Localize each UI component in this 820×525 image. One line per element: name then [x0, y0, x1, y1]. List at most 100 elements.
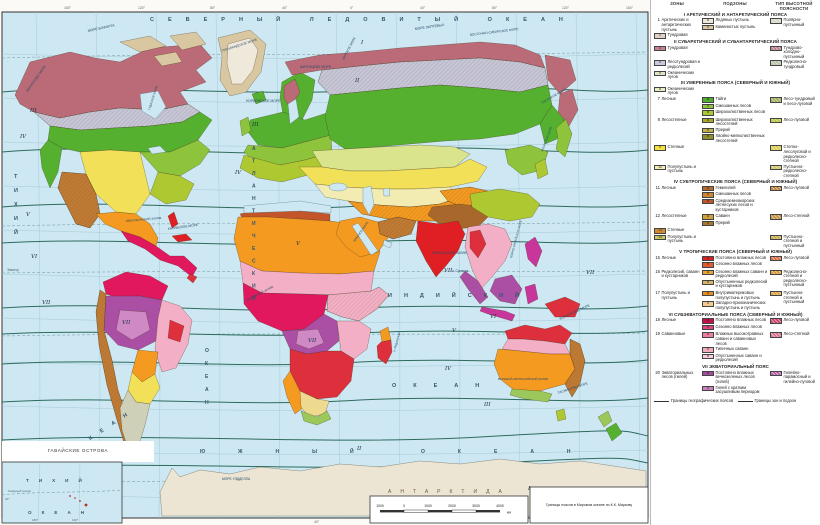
- type-label: Степно-лесолуговой и редколесно-степной: [783, 144, 811, 164]
- subzone-swatch: б: [702, 301, 714, 307]
- zone-number: 8: [657, 116, 660, 122]
- belt-numeral: VII: [308, 338, 317, 344]
- subzone-swatch: а: [702, 370, 714, 377]
- legend-subzone-cell: а Ледяных пустынь б Каменистых пустынь: [702, 18, 768, 31]
- zone-number: 15: [655, 254, 660, 260]
- type-label: Полярно-пустынный: [783, 17, 805, 27]
- zone-swatch: 5: [654, 70, 666, 77]
- subzone-label: Широколиственных лесов: [715, 109, 765, 115]
- zone-label: Саванновые: [661, 331, 686, 337]
- zone-label: Лесные: [661, 317, 677, 323]
- subzone-swatch: а: [702, 18, 714, 24]
- subzone-label: Сезонно влажных лесов: [715, 323, 762, 329]
- inset-pacific-label-2: ОКЕАН: [28, 510, 94, 515]
- legend-header-subzones: ПОДЗОНЫ: [723, 1, 747, 6]
- legend-subzone-cell: а Влажных высокотравных саванн и саваннов…: [702, 332, 768, 363]
- type-swatch: [770, 185, 782, 192]
- legend-belt-title: V ТРОПИЧЕСКИЕ ПОЯСА (СЕВЕРНЫЙ И ЮЖНЫЙ): [679, 248, 792, 254]
- belt-numeral: IV: [444, 366, 452, 372]
- legend-zone-cell: 19 Саванновые: [654, 332, 700, 337]
- belt-numeral: V: [26, 212, 31, 218]
- equator-label: Экватор: [7, 268, 19, 272]
- subzone-label: Влажных высокотравных саванн и саванновы…: [715, 331, 764, 346]
- legend-subzone-row: а Внутриматериковых полупустынь и пустынь: [702, 290, 768, 300]
- legend-subzone-cell: а Сезонно влажных саванн и редколесий б Опу…: [702, 268, 768, 290]
- type-swatch: [770, 234, 782, 241]
- sea-label: БАРЕНЦЕВО МОРЕ: [300, 65, 332, 69]
- type-swatch: [770, 332, 782, 338]
- legend-subzone-row: б Типичных саванн: [702, 346, 768, 353]
- type-label: Редколесно-тундровый: [783, 59, 808, 70]
- subzone-label: Тайги: [715, 96, 727, 102]
- antarctica-label: АНТАРКТИДА: [388, 489, 511, 495]
- svg-text:20°: 20°: [5, 497, 10, 501]
- hawaii-islands: [69, 495, 88, 507]
- belt-numeral: VII: [586, 270, 595, 276]
- legend-type-cell: Степно-лесолуговой и редколесно-степной: [770, 145, 818, 163]
- legend-zone-cell: 9 Степные: [654, 145, 700, 151]
- legend-zone-cell: 12 Лесостепные: [654, 214, 700, 219]
- legend-subzone-cell: а Саванн б Прерий: [702, 214, 768, 227]
- svg-text:120°: 120°: [138, 6, 146, 10]
- type-swatch: [770, 269, 782, 276]
- legend-type-cell: Пустынно-редколесно-степной: [770, 164, 818, 179]
- legend-zone-cell: 7 Лесные: [654, 96, 700, 102]
- subzone-swatch: а: [702, 97, 714, 103]
- arctic-ocean-label: СЕВЕРНЫЙ ЛЕДОВИТЫЙ ОКЕАН: [150, 15, 577, 23]
- zone-swatch: 9: [654, 145, 666, 151]
- legend-zone-row: 16 Редколесий, саванн и кустарников а Сезон…: [654, 268, 818, 290]
- legend-subzone-row: б Опустыненных редколесий и кустарников: [702, 279, 768, 289]
- island-label: о. Суматра: [452, 269, 469, 273]
- svg-text:4000: 4000: [496, 504, 504, 508]
- zone-label: Лесные: [661, 254, 677, 260]
- legend-type-cell: Лесо-степной: [770, 214, 818, 220]
- legend-type-cell: Лесо-степной: [770, 332, 818, 338]
- subzone-label: Постоянно влажных вечнозеленых лесов (ги…: [715, 369, 755, 385]
- type-swatch: [770, 145, 782, 151]
- legend-zone-row: 20 Экваториальных лесов (гилей) а Постоянно…: [654, 369, 818, 396]
- zone-swatch: 13: [654, 228, 666, 234]
- belt-numeral: IV: [234, 170, 242, 176]
- legend-subzone-row: а Гемигилей: [702, 185, 768, 192]
- subzone-label: Сезонно влажных саванн и редколесий: [715, 268, 768, 279]
- legend-zone-row: 15 Лесные а Постоянно влажных лесов б Сезонно…: [654, 254, 817, 269]
- legend-zone-cell: 1 Арктических и антарктических пустынь: [654, 18, 700, 32]
- legend-subzone-cell: а Постоянно влажных лесов б Сезонно влажных…: [702, 318, 768, 331]
- zone-label: Тундровая: [667, 32, 688, 38]
- subzone-swatch: а: [702, 332, 714, 338]
- legend-zone-cell: 3 Тундровая: [654, 45, 700, 52]
- belt-numeral: I: [527, 486, 531, 492]
- legend-belt-title: VII ЭКВАТОРИАЛЬНЫЙ ПОЯС: [702, 364, 769, 370]
- legend-zone-row: 6 Океанических лугов: [654, 86, 817, 96]
- belt-numeral: III: [251, 122, 259, 128]
- legend-headers: ЗОНЫ ПОДЗОНЫ ТИП ВЫСОТНОЙ ПОЯСНОСТИ: [654, 1, 817, 11]
- zone-swatch: 6: [654, 86, 666, 93]
- zone-label: Степные: [667, 144, 685, 150]
- subzone-swatch: в: [702, 198, 714, 205]
- svg-text:1000: 1000: [376, 504, 384, 508]
- legend-type-cell: Редколесно-тундровый: [770, 60, 818, 69]
- legend-zone-cell: 8 Лесостепные: [654, 116, 700, 123]
- legend-zone-row: 12 Лесостепные а Саванн б Прерий Лесо-степной: [654, 214, 817, 227]
- svg-text:0: 0: [403, 504, 405, 508]
- subzone-label: Смешанных лесов: [715, 191, 751, 197]
- subzone-label: Средиземноморских летнесухих лесов и кус…: [715, 197, 755, 212]
- sea-label: МОРЕ БОФОРТА: [87, 23, 115, 33]
- legend-zone-row: 5 Океанических лугов: [654, 70, 817, 80]
- legend-zone-row: 17 Полупустынь и пустынь а Внутриматериковы…: [654, 290, 817, 311]
- world-map: СЕВЕРНЫЙ ЛЕДОВИТЫЙ ОКЕАН ТИХИЙ ОКЕАН АТЛ…: [1, 6, 649, 524]
- hawaii-inset: ГАВАЙСКИЕ ОСТРОВА Северный тропик ТИХИЙ …: [1, 441, 154, 524]
- legend-type-cell: Гилейно-парамосный и гилейно-луговой: [770, 370, 818, 385]
- southeast-asia-islands: [459, 236, 581, 322]
- legend-type-cell: Редколесно-степной и редколесно-пустынны…: [770, 269, 818, 288]
- type-label: Тундрово-холодно-пустынный: [783, 44, 805, 59]
- legend-zone-row: 13 Степные: [654, 228, 817, 234]
- type-swatch: [770, 60, 782, 66]
- svg-text:40°: 40°: [420, 6, 426, 10]
- subzone-swatch: б: [702, 127, 714, 134]
- legend-boundary-item: Границы зон и подзон: [737, 398, 818, 404]
- note-text: Границы поясов в Мировом океане по К.К. …: [546, 503, 632, 507]
- zone-label: Полупустынь и пустынь: [667, 163, 696, 174]
- legend-subzone-cell: а Внутриматериковых полупустынь и пустынь…: [702, 290, 768, 311]
- belt-numeral: III: [483, 402, 491, 408]
